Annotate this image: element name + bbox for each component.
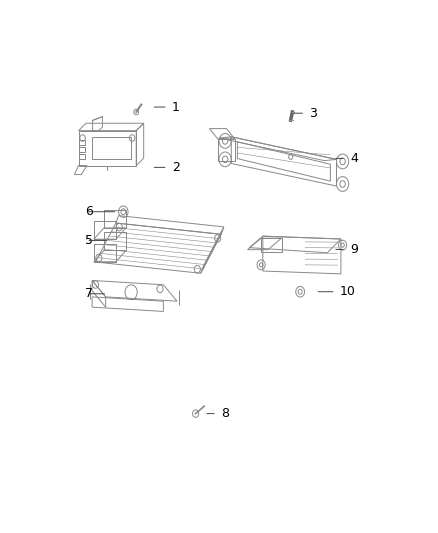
- Bar: [78, 147, 85, 152]
- Text: 8: 8: [221, 407, 229, 420]
- Text: 3: 3: [309, 107, 317, 120]
- Text: 2: 2: [172, 161, 180, 174]
- Text: 10: 10: [340, 285, 356, 298]
- Bar: [78, 155, 85, 159]
- Text: 5: 5: [85, 234, 93, 247]
- Text: 4: 4: [350, 152, 358, 165]
- Text: 6: 6: [85, 205, 93, 218]
- Text: 7: 7: [85, 287, 93, 300]
- Bar: [78, 140, 85, 144]
- Text: 9: 9: [350, 243, 358, 256]
- Text: 1: 1: [172, 101, 180, 114]
